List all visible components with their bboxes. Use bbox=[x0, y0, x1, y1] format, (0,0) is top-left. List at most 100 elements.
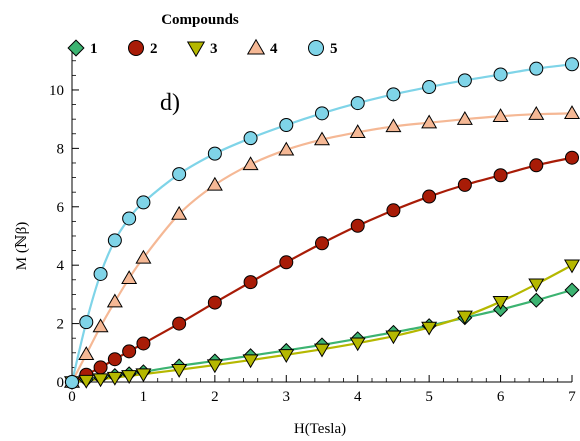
series-2-point bbox=[93, 360, 108, 375]
series-4-point bbox=[349, 124, 366, 139]
series-4-point bbox=[456, 111, 473, 125]
series-2-point bbox=[136, 336, 151, 351]
legend-marker-3 bbox=[186, 41, 206, 58]
series-3-point bbox=[528, 278, 545, 293]
series-4-point bbox=[92, 318, 109, 333]
series-3-point bbox=[78, 374, 95, 389]
series-1-point bbox=[528, 292, 544, 308]
series-5-point bbox=[136, 195, 151, 210]
series-4-point bbox=[242, 156, 259, 171]
series-5-point bbox=[122, 211, 137, 226]
x-tick-label: 4 bbox=[354, 389, 362, 405]
series-2-point bbox=[279, 255, 294, 270]
series-3-point bbox=[106, 371, 123, 386]
y-tick-label: 8 bbox=[57, 141, 65, 157]
series-5-point bbox=[565, 57, 579, 72]
x-tick-label: 5 bbox=[425, 389, 433, 405]
series-2-point bbox=[493, 168, 508, 183]
series-4-point bbox=[563, 105, 580, 120]
series-4-point bbox=[106, 293, 123, 308]
series-4-point bbox=[492, 108, 509, 122]
series-2-point bbox=[243, 275, 258, 290]
axes: 0 1 2 3 4 5 6 7 0 2 4 6 8 10 bbox=[49, 52, 576, 405]
legend-title: Compounds bbox=[161, 12, 239, 28]
series-4-point bbox=[171, 205, 188, 220]
series-4-point bbox=[528, 106, 545, 120]
series-5-point bbox=[457, 73, 472, 88]
series-4-point bbox=[206, 176, 223, 191]
series-5-point bbox=[79, 315, 94, 330]
series-4-point bbox=[121, 270, 138, 285]
series-2-point bbox=[457, 177, 472, 192]
series-2-point bbox=[172, 316, 187, 331]
series-3-line bbox=[71, 264, 573, 384]
series-3-point bbox=[563, 259, 580, 274]
legend-marker-5 bbox=[308, 40, 324, 56]
series-2-point bbox=[350, 218, 365, 233]
y-tick-label: 10 bbox=[49, 83, 64, 99]
series-2-point bbox=[207, 295, 222, 310]
series-2-point bbox=[315, 236, 329, 251]
series-3-point bbox=[456, 310, 473, 325]
y-tick-label: 2 bbox=[57, 317, 65, 333]
series-4-point bbox=[421, 114, 438, 129]
series-5-point bbox=[350, 96, 365, 111]
legend-label-2: 2 bbox=[150, 41, 158, 57]
y-tick-label: 4 bbox=[57, 258, 65, 274]
series-3-point bbox=[135, 368, 152, 383]
series-2-point bbox=[386, 203, 401, 218]
x-tick-label: 7 bbox=[568, 389, 576, 405]
series-3-point bbox=[278, 349, 295, 363]
series-5-point bbox=[315, 106, 329, 121]
series-3-point bbox=[385, 330, 402, 345]
series-5-point bbox=[422, 80, 437, 95]
legend-marker-4 bbox=[246, 38, 266, 55]
series-5-point bbox=[493, 67, 508, 82]
series-3-point bbox=[421, 321, 438, 336]
series-5-point bbox=[93, 266, 108, 281]
series-1-point bbox=[564, 282, 580, 298]
series-4-point bbox=[135, 249, 152, 264]
series-4-point bbox=[78, 346, 95, 360]
series-2-point bbox=[529, 158, 544, 173]
y-tick-label: 0 bbox=[57, 375, 65, 391]
series-2-point bbox=[107, 352, 122, 367]
legend-marker-1 bbox=[67, 39, 85, 57]
legend-label-5: 5 bbox=[330, 41, 338, 57]
series-3-point bbox=[206, 359, 223, 374]
y-axis-label: M (ℕβ) bbox=[14, 222, 30, 270]
y-tick-label: 6 bbox=[57, 200, 65, 216]
legend-label-1: 1 bbox=[90, 41, 98, 57]
series-3-point bbox=[492, 295, 509, 310]
x-tick-label: 6 bbox=[497, 389, 505, 405]
legend: Compounds 1 2 3 4 5 bbox=[67, 12, 338, 58]
series-5-point bbox=[65, 375, 79, 389]
legend-label-4: 4 bbox=[270, 41, 278, 57]
series-5-point bbox=[386, 87, 401, 102]
series-5-point bbox=[529, 61, 544, 76]
series-5-point bbox=[243, 131, 258, 146]
x-axis-label: H(Tesla) bbox=[294, 421, 346, 437]
series-5-point bbox=[279, 118, 294, 133]
legend-label-3: 3 bbox=[210, 41, 218, 57]
plot-series bbox=[63, 57, 580, 391]
series-2-point bbox=[122, 344, 137, 359]
x-tick-label: 1 bbox=[140, 389, 148, 405]
x-tick-label: 0 bbox=[68, 389, 76, 405]
series-5-point bbox=[107, 233, 122, 248]
x-tick-label: 3 bbox=[283, 389, 291, 405]
series-3-point bbox=[349, 337, 366, 352]
x-tick-label: 2 bbox=[211, 389, 219, 405]
series-3-point bbox=[121, 370, 138, 385]
legend-marker-2 bbox=[128, 40, 144, 56]
series-4-point bbox=[278, 141, 295, 156]
series-4-point bbox=[385, 118, 402, 133]
series-4-point bbox=[313, 131, 331, 146]
series-5-point bbox=[207, 146, 222, 161]
series-3-point bbox=[313, 343, 331, 358]
series-3-point bbox=[242, 354, 259, 369]
series-3-point bbox=[92, 373, 109, 388]
series-3-point bbox=[171, 364, 188, 378]
series-2-point bbox=[565, 150, 579, 165]
